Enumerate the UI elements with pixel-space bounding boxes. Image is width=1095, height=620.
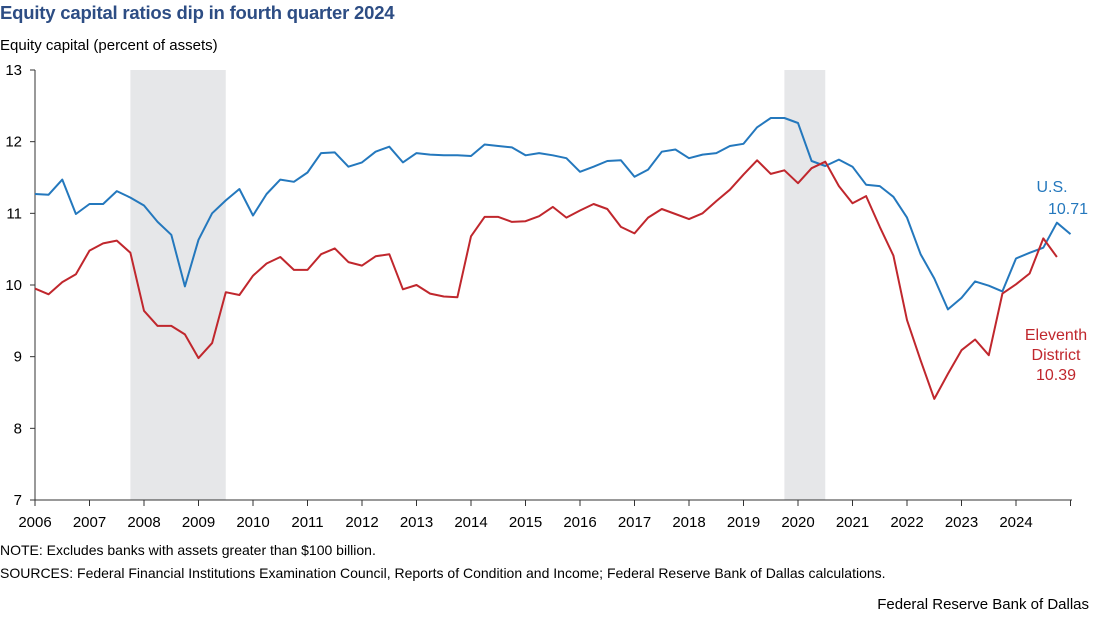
x-tick-label: 2022 [890,514,923,531]
series-lines [34,117,1072,400]
credit-text: Federal Reserve Bank of Dallas [877,596,1089,613]
y-tick-label: 11 [6,205,22,222]
district-series-name-line2: District [1032,347,1081,364]
y-tick-label: 13 [5,62,22,79]
x-tick-label: 2010 [236,514,269,531]
x-tick-label: 2009 [182,514,215,531]
sources-text: SOURCES: Federal Financial Institutions … [0,565,886,581]
y-tick-label: 8 [14,420,22,437]
us-series-value: 10.71 [1048,201,1088,218]
y-tick-label: 7 [14,492,22,509]
x-tick-label: 2013 [400,514,433,531]
recession-band-1 [130,70,226,500]
x-tick-label: 2015 [509,514,542,531]
x-tick-label: 2018 [672,514,705,531]
x-tick-label: 2023 [945,514,978,531]
y-tick-label: 9 [14,349,22,366]
y-tick-label: 12 [5,134,22,151]
chart-title: Equity capital ratios dip in fourth quar… [0,2,395,23]
recession-shading [130,70,826,500]
district-series-name-line1: Eleventh [1025,327,1087,344]
x-tick-label: 2014 [454,514,487,531]
x-tick-label: 2008 [127,514,160,531]
x-tick-label: 2011 [291,514,323,531]
x-tick-label: 2017 [618,514,651,531]
eleventh-district-series-line [34,159,1058,400]
x-tick-label: 2024 [999,514,1032,531]
axes: 7 8 9 10 11 12 13 2006 2007 2008 2009 2010 2011 2012 2… [5,62,1072,531]
y-axis-title: Equity capital (percent of assets) [0,37,218,54]
x-tick-label: 2006 [18,514,51,531]
district-series-value: 10.39 [1036,367,1076,384]
us-series-name: U.S. [1036,179,1067,196]
x-tick-label: 2020 [781,514,814,531]
us-series-line [34,117,1072,311]
line-chart: 7 8 9 10 11 12 13 2006 2007 2008 2009 2010 2011 2012 2… [5,62,1088,531]
note-text: NOTE: Excludes banks with assets greater… [0,542,376,558]
x-tick-label: 2016 [563,514,596,531]
x-tick-label: 2021 [836,514,869,531]
recession-band-2 [784,70,826,500]
x-tick-label: 2007 [73,514,106,531]
y-tick-label: 10 [5,277,22,294]
x-tick-label: 2019 [727,514,760,531]
x-tick-label: 2012 [345,514,378,531]
series-end-labels: U.S. 10.71 Eleventh District 10.39 [1025,179,1088,384]
